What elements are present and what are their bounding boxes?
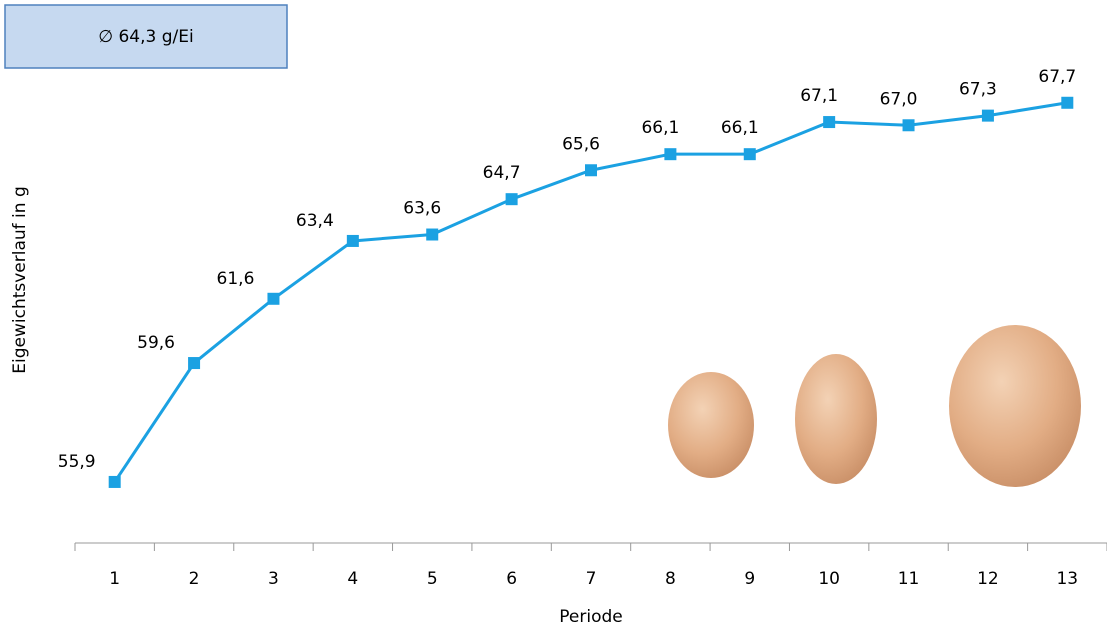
data-label: 67,0	[880, 89, 918, 109]
marker	[1061, 97, 1073, 109]
x-tick-label: 12	[977, 569, 999, 589]
marker	[664, 148, 676, 160]
data-label: 61,6	[217, 269, 255, 289]
x-axis-label: Periode	[559, 607, 622, 627]
marker	[347, 235, 359, 247]
x-tick-label: 2	[189, 569, 200, 589]
marker	[267, 293, 279, 305]
marker	[982, 110, 994, 122]
data-label: 55,9	[58, 452, 96, 472]
egg-illustration	[668, 325, 1081, 487]
x-tick-label: 11	[898, 569, 920, 589]
marker	[585, 164, 597, 176]
marker	[823, 116, 835, 128]
x-tick-label: 5	[427, 569, 438, 589]
x-tick-label: 8	[665, 569, 676, 589]
annotation: ∅ 64,3 g/Ei	[98, 27, 193, 47]
marker	[506, 193, 518, 205]
data-label: 66,1	[641, 118, 679, 138]
data-label: 65,6	[562, 134, 600, 154]
marker	[188, 357, 200, 369]
chart: ∅ 64,3 g/Ei Eigewichtsverlauf in g Perio…	[0, 0, 1107, 627]
data-label: 66,1	[721, 118, 759, 138]
data-label: 64,7	[483, 163, 521, 183]
x-tick-label: 1	[109, 569, 120, 589]
data-label: 67,1	[800, 86, 838, 106]
data-label: 59,6	[137, 333, 175, 353]
x-tick-label: 13	[1056, 569, 1078, 589]
x-tick-label: 9	[744, 569, 755, 589]
marker	[744, 148, 756, 160]
data-label: 63,6	[403, 199, 441, 219]
x-tick-label: 3	[268, 569, 279, 589]
data-label: 67,3	[959, 80, 997, 100]
line	[115, 103, 1068, 482]
x-tick-label: 10	[818, 569, 840, 589]
marker	[903, 119, 915, 131]
x-tick-label: 4	[347, 569, 358, 589]
data-label: 67,7	[1038, 67, 1076, 87]
marker	[426, 229, 438, 241]
x-tick-label: 7	[586, 569, 597, 589]
x-tick-label: 6	[506, 569, 517, 589]
data-label: 63,4	[296, 211, 334, 231]
y-axis-label: Eigewichtsverlauf in g	[10, 186, 30, 374]
marker	[109, 476, 121, 488]
